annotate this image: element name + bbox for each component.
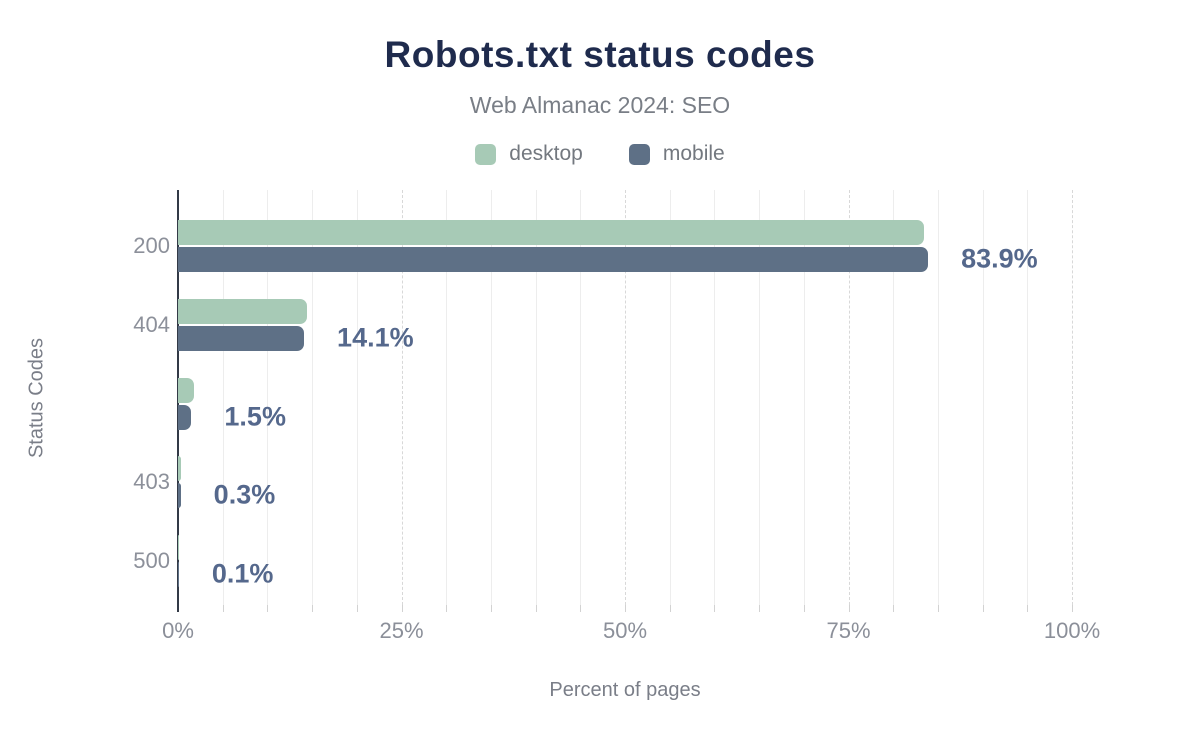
x-tick-label: 75%	[826, 618, 871, 643]
major-gridline	[401, 190, 403, 605]
minor-gridline	[312, 190, 314, 605]
legend-label-desktop: desktop	[509, 142, 583, 165]
bar-desktop-row2[interactable]	[178, 377, 195, 403]
bar-mobile-404[interactable]	[178, 325, 305, 351]
bar-value-label: 14.1%	[337, 322, 414, 353]
x-axis-tick	[1027, 605, 1029, 612]
x-axis-tick	[490, 605, 492, 612]
x-axis-tick	[580, 605, 582, 612]
bar-desktop-500[interactable]	[178, 535, 179, 561]
x-axis-tick	[446, 605, 448, 612]
minor-gridline	[580, 190, 582, 605]
bar-mobile-403[interactable]	[178, 483, 181, 509]
bar-mobile-row2[interactable]	[178, 404, 192, 430]
chart-title: Robots.txt status codes	[384, 34, 816, 75]
minor-gridline	[222, 190, 224, 605]
x-axis-tick	[669, 605, 671, 612]
x-axis-tick	[848, 605, 850, 612]
x-axis-tick	[401, 605, 403, 612]
major-gridline	[625, 190, 626, 605]
y-tick-label: 403	[133, 469, 170, 495]
major-gridline	[1072, 190, 1073, 605]
x-axis-tick	[625, 605, 626, 612]
minor-gridline	[714, 190, 716, 605]
y-axis-title: Status Codes	[25, 337, 48, 459]
minor-gridline	[446, 190, 448, 605]
x-axis-tick	[714, 605, 716, 612]
mobile-swatch-icon	[628, 143, 650, 165]
x-axis-title: Percent of pages	[549, 679, 701, 701]
x-axis-tick	[982, 605, 984, 612]
y-tick-label: 404	[133, 311, 170, 337]
bar-value-label: 0.3%	[213, 479, 276, 510]
x-axis-tick	[312, 605, 314, 612]
x-tick-label: 50%	[602, 618, 648, 643]
major-gridline	[848, 190, 850, 605]
bar-mobile-500[interactable]	[178, 562, 179, 588]
x-tick-label: 100%	[1043, 618, 1101, 643]
minor-gridline	[535, 190, 537, 605]
x-axis-tick	[356, 605, 358, 612]
minor-gridline	[356, 190, 358, 605]
minor-gridline	[937, 190, 939, 605]
minor-gridline	[267, 190, 269, 605]
plot-area: 0% 25% 50% 75% 100% 200 83.9% 404 14.1% 1.5% 403 0.…	[133, 190, 1100, 643]
bar-desktop-200[interactable]	[178, 220, 925, 245]
bar-mobile-200[interactable]	[178, 247, 929, 272]
bar-value-label: 83.9%	[961, 243, 1038, 274]
x-axis-tick	[222, 605, 224, 612]
legend-label-mobile: mobile	[662, 142, 725, 165]
x-axis-tick	[535, 605, 537, 612]
desktop-swatch-icon	[475, 143, 497, 165]
x-axis-tick	[803, 605, 805, 612]
chart-subtitle: Web Almanac 2024: SEO	[469, 92, 731, 118]
legend: desktop mobile	[0, 142, 1200, 166]
minor-gridline	[669, 190, 671, 605]
x-axis-tick	[759, 605, 761, 612]
minor-gridline	[893, 190, 895, 605]
minor-gridline	[759, 190, 761, 605]
bar-desktop-403[interactable]	[178, 456, 181, 482]
bar-desktop-404[interactable]	[178, 298, 307, 324]
x-tick-label: 25%	[379, 618, 424, 643]
x-axis-tick	[893, 605, 895, 612]
minor-gridline	[982, 190, 984, 605]
minor-gridline	[490, 190, 492, 605]
x-axis-tick	[1072, 605, 1073, 612]
minor-gridline	[1027, 190, 1029, 605]
y-tick-label: 500	[133, 548, 170, 574]
minor-gridline	[803, 190, 805, 605]
legend-item-desktop[interactable]: desktop	[475, 142, 583, 166]
x-tick-label: 0%	[162, 618, 194, 643]
x-axis-tick	[937, 605, 939, 612]
bar-value-label: 1.5%	[224, 401, 286, 432]
bar-value-label: 0.1%	[211, 558, 274, 589]
legend-item-mobile[interactable]: mobile	[628, 142, 725, 166]
y-tick-label: 200	[133, 233, 170, 258]
x-axis-tick	[267, 605, 269, 612]
